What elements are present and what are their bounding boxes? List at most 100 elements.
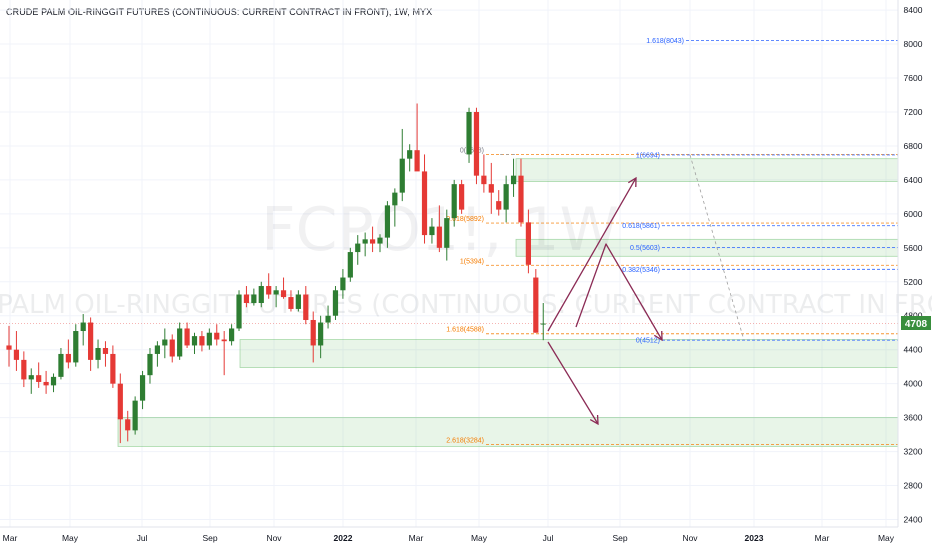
candle-body <box>221 339 227 342</box>
fibonacci-levels: 0(6698) 0.618(5892) 1(5394) 1.618(4588) 2.61… <box>0 38 898 445</box>
fib-label-orange: 0(6698) <box>460 148 484 155</box>
candle-body <box>518 175 524 223</box>
fib-label-orange: 1(5394) <box>460 258 484 265</box>
price-tick-label: 8000 <box>904 39 923 49</box>
fib-label-blue: 0.5(5603) <box>630 245 660 252</box>
fib-connector <box>689 154 745 341</box>
price-tick-label: 6400 <box>904 175 923 185</box>
price-tick-label: 5200 <box>904 277 923 287</box>
candle-body <box>369 239 376 244</box>
time-tick-label: Jul <box>543 533 554 543</box>
candle-body <box>125 419 131 431</box>
time-tick-label: Sep <box>612 533 627 543</box>
price-tick-label: 6800 <box>904 141 923 151</box>
candle-body <box>43 381 49 386</box>
candle-body <box>407 150 413 159</box>
candle-body <box>496 201 502 210</box>
arrow-zigzag-head <box>653 330 663 342</box>
price-tick-label: 4400 <box>904 345 923 355</box>
zone-band <box>515 158 899 182</box>
candle-body <box>169 339 175 357</box>
candle-body <box>88 322 94 360</box>
candle-body <box>36 375 42 382</box>
candle-body <box>280 290 287 298</box>
candle-body <box>73 331 79 363</box>
candle-body <box>303 294 309 320</box>
fib-label-blue: 0.618(5861) <box>622 223 660 230</box>
candle-body <box>191 336 198 346</box>
candle-body <box>95 348 101 360</box>
price-tick-label: 5600 <box>904 243 923 253</box>
projection-arrows <box>547 176 663 426</box>
fib-label-blue: 0.382(5346) <box>622 267 660 274</box>
price-tick-label: 6000 <box>904 209 923 219</box>
candle-body <box>266 286 272 295</box>
candlesticks <box>6 103 546 444</box>
price-tick-label: 3200 <box>904 447 923 457</box>
time-tick-label: Jul <box>137 533 148 543</box>
candle-body <box>429 226 435 236</box>
last-price-tag <box>901 316 931 330</box>
arrow-up-head <box>627 176 637 188</box>
candle-body <box>117 383 123 420</box>
candle-body <box>154 345 160 354</box>
time-axis[interactable]: Mar May Jul Sep Nov 2022 Mar May Jul Sep Nov 2023 Ma… <box>0 526 898 543</box>
candle-body <box>206 332 212 346</box>
candle-body <box>340 277 346 291</box>
candle-body <box>273 290 279 295</box>
arrow-down-head <box>589 414 599 426</box>
candle-body <box>481 175 487 185</box>
candle-body <box>451 184 457 219</box>
candle-body <box>162 339 168 346</box>
candle-body <box>459 184 465 210</box>
candle-body <box>65 353 71 363</box>
arrow-down-path <box>547 341 599 425</box>
time-tick-label: Mar <box>409 533 424 543</box>
grid <box>0 0 898 527</box>
candle-body <box>21 359 27 380</box>
candle-body <box>199 336 205 346</box>
candle-body <box>139 375 146 401</box>
fib-label-orange: 2.618(3284) <box>446 437 484 444</box>
price-tick-label: 8400 <box>904 5 923 15</box>
time-tick-label: Sep <box>202 533 217 543</box>
candle-body <box>310 319 316 346</box>
arrow-zigzag-path <box>575 243 663 341</box>
candle-body <box>318 322 324 346</box>
candle-body <box>50 376 57 386</box>
fib-label-blue: 1.618(8043) <box>646 38 684 45</box>
candle-body <box>392 192 398 206</box>
candle-body <box>347 252 353 278</box>
arrow-up-path <box>547 177 637 332</box>
candle-body <box>525 222 531 265</box>
candle-body <box>436 226 442 248</box>
candle-body <box>540 323 546 325</box>
time-tick-label: May <box>62 533 79 543</box>
candle-body <box>13 349 20 360</box>
candle-body <box>288 297 294 309</box>
candle-body <box>102 348 109 354</box>
candle-body <box>251 294 257 304</box>
time-tick-label: 2022 <box>334 533 353 543</box>
candle-body <box>355 243 361 253</box>
candle-body <box>28 375 34 380</box>
candle-body <box>80 322 86 332</box>
candle-body <box>58 353 64 377</box>
price-tick-label: 2800 <box>904 481 923 491</box>
time-tick-label: 2023 <box>745 533 764 543</box>
candle-body <box>325 315 331 323</box>
time-tick-label: Mar <box>815 533 830 543</box>
candle-body <box>362 239 368 244</box>
candle-body <box>466 111 472 155</box>
candle-body <box>110 353 116 384</box>
candle-body <box>214 332 220 340</box>
price-tick-label: 4800 <box>904 311 923 321</box>
candle-body <box>332 290 339 316</box>
candle-body <box>377 237 383 244</box>
candle-body <box>177 328 183 357</box>
candle-body <box>236 294 242 329</box>
price-axis[interactable]: 8400 8000 7600 7200 6800 6400 6000 5600 5200 4800… <box>897 0 923 527</box>
price-tick-label: 4000 <box>904 379 923 389</box>
candle-body <box>384 205 391 238</box>
